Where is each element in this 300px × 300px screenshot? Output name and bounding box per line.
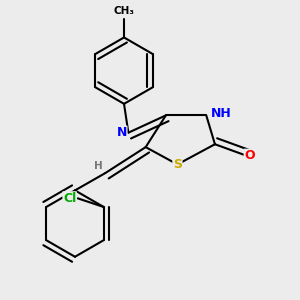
Text: N: N <box>116 126 127 139</box>
Text: S: S <box>173 158 182 171</box>
Text: O: O <box>244 149 255 162</box>
Text: CH₃: CH₃ <box>113 6 134 16</box>
Text: Cl: Cl <box>63 192 76 205</box>
Text: NH: NH <box>211 107 231 120</box>
Text: H: H <box>94 161 102 171</box>
